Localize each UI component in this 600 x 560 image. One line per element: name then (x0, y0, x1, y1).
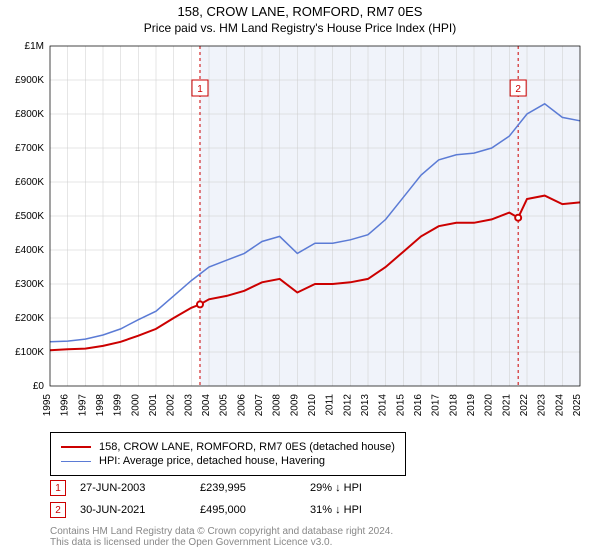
legend-swatch (61, 446, 91, 448)
svg-text:1995: 1995 (42, 394, 53, 417)
svg-text:2003: 2003 (183, 394, 194, 417)
sale-marker-number: 2 (50, 502, 66, 518)
svg-text:2001: 2001 (148, 394, 159, 417)
svg-text:2010: 2010 (307, 394, 318, 417)
svg-text:2017: 2017 (431, 394, 442, 417)
svg-text:£700K: £700K (15, 143, 44, 154)
legend-item: HPI: Average price, detached house, Have… (61, 455, 395, 467)
sale-price: £495,000 (200, 504, 310, 516)
svg-text:2012: 2012 (342, 394, 353, 417)
svg-text:2005: 2005 (219, 394, 230, 417)
svg-text:2011: 2011 (325, 394, 336, 416)
legend-swatch (61, 461, 91, 462)
sale-marker-number: 1 (50, 480, 66, 496)
svg-text:2023: 2023 (537, 394, 548, 417)
svg-text:2014: 2014 (378, 394, 389, 417)
svg-text:1999: 1999 (113, 394, 124, 417)
svg-text:£400K: £400K (15, 245, 44, 256)
svg-text:2021: 2021 (501, 394, 512, 417)
svg-text:£800K: £800K (15, 109, 44, 120)
svg-text:£500K: £500K (15, 211, 44, 222)
svg-text:1998: 1998 (95, 394, 106, 417)
svg-text:2009: 2009 (289, 394, 300, 417)
sale-date: 30-JUN-2021 (80, 504, 200, 516)
svg-text:2015: 2015 (395, 394, 406, 417)
svg-text:1997: 1997 (77, 394, 88, 417)
legend: 158, CROW LANE, ROMFORD, RM7 0ES (detach… (50, 432, 406, 476)
svg-text:2002: 2002 (166, 394, 177, 417)
svg-text:2020: 2020 (484, 394, 495, 417)
svg-text:2019: 2019 (466, 394, 477, 417)
svg-text:2004: 2004 (201, 394, 212, 417)
sale-row: 1 27-JUN-2003£239,99529% ↓ HPI (50, 480, 362, 496)
svg-text:£200K: £200K (15, 313, 44, 324)
legend-item: 158, CROW LANE, ROMFORD, RM7 0ES (detach… (61, 441, 395, 453)
svg-text:£600K: £600K (15, 177, 44, 188)
legend-label: 158, CROW LANE, ROMFORD, RM7 0ES (detach… (99, 441, 395, 453)
credits-line-1: Contains HM Land Registry data © Crown c… (50, 526, 393, 537)
credits: Contains HM Land Registry data © Crown c… (50, 526, 393, 548)
legend-label: HPI: Average price, detached house, Have… (99, 455, 325, 467)
svg-text:1996: 1996 (60, 394, 71, 417)
svg-text:2025: 2025 (572, 394, 583, 417)
chart-container: 158, CROW LANE, ROMFORD, RM7 0ES Price p… (0, 0, 600, 560)
svg-text:2006: 2006 (236, 394, 247, 417)
sale-hpi-compare: 31% ↓ HPI (310, 504, 362, 516)
price-chart: £0 £100K £200K £300K £400K £500K £600K £700K £80… (0, 0, 600, 436)
svg-text:2022: 2022 (519, 394, 530, 417)
svg-text:2018: 2018 (448, 394, 459, 417)
svg-text:2008: 2008 (272, 394, 283, 417)
svg-text:2024: 2024 (554, 394, 565, 417)
svg-text:£1M: £1M (25, 41, 44, 52)
svg-text:2007: 2007 (254, 394, 265, 417)
sale-row: 2 30-JUN-2021£495,00031% ↓ HPI (50, 502, 362, 518)
credits-line-2: This data is licensed under the Open Gov… (50, 537, 393, 548)
svg-text:1: 1 (197, 84, 203, 95)
svg-text:2: 2 (515, 84, 521, 95)
svg-text:£0: £0 (33, 381, 45, 392)
sale-date: 27-JUN-2003 (80, 482, 200, 494)
svg-text:£300K: £300K (15, 279, 44, 290)
sale-price: £239,995 (200, 482, 310, 494)
svg-text:2013: 2013 (360, 394, 371, 417)
svg-text:2000: 2000 (130, 394, 141, 417)
svg-text:2016: 2016 (413, 394, 424, 417)
svg-text:£100K: £100K (15, 347, 44, 358)
svg-text:£900K: £900K (15, 75, 44, 86)
sale-hpi-compare: 29% ↓ HPI (310, 482, 362, 494)
